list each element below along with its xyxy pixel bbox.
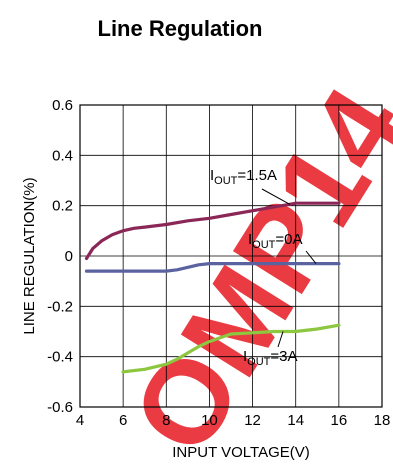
y-tick-label: -0.4 (47, 349, 73, 366)
grid (79, 104, 383, 408)
watermark: OMP14 (107, 67, 393, 466)
x-tick-label: 4 (76, 412, 84, 429)
series-label-suffix: =3A (270, 348, 297, 365)
series-lines (84, 201, 341, 374)
x-tick-label: 16 (331, 412, 348, 429)
annotation-leader-line (261, 188, 291, 205)
x-tick-label: 10 (201, 412, 218, 429)
series-label-suffix: =1.5A (237, 167, 277, 184)
series-line-1 (84, 262, 341, 273)
series-label-main: I (248, 231, 252, 248)
series-label-subscript: OUT (247, 356, 271, 368)
y-tick-label: 0.2 (52, 198, 73, 215)
x-axis-label: INPUT VOLTAGE(V) (172, 444, 310, 461)
y-tick-label: 0.4 (52, 147, 73, 164)
x-tick-label: 14 (287, 412, 304, 429)
series-line-2 (121, 323, 341, 374)
series-label-2: IOUT=3A (243, 348, 298, 368)
y-tick-label: 0.6 (52, 97, 73, 114)
watermark-text: OMP14 (107, 67, 393, 466)
annotation-leader-line (277, 331, 284, 348)
y-tick-label: -0.2 (47, 298, 73, 315)
tick-labels: 4 6 8 10 12 14 16 18 0.6 0.4 0.2 0 -0.2 -0.4 -0.6 (47, 97, 390, 429)
chart-title: Line Regulation (98, 16, 263, 41)
series-label-main: I (243, 348, 247, 365)
series-label-subscript: OUT (214, 175, 238, 187)
y-tick-label: -0.6 (47, 399, 73, 416)
annotation-leader-line (305, 250, 317, 264)
series-label-1: IOUT=0A (248, 231, 303, 251)
x-tick-label: 18 (374, 412, 391, 429)
series-label-suffix: =0A (275, 231, 302, 248)
y-axis-label: LINE REGULATION(%) (21, 177, 38, 334)
series-label-0: IOUT=1.5A (210, 167, 277, 187)
series-label-main: I (210, 167, 214, 184)
x-tick-label: 6 (119, 412, 127, 429)
series-label-subscript: OUT (252, 239, 276, 251)
series-line-0 (84, 201, 341, 261)
x-tick-label: 8 (162, 412, 170, 429)
x-tick-label: 12 (244, 412, 261, 429)
y-tick-label: 0 (65, 248, 73, 265)
